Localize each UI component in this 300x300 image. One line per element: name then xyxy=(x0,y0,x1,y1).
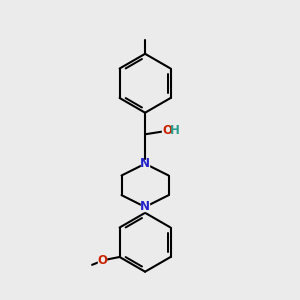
Text: N: N xyxy=(140,157,150,170)
Bar xyxy=(162,126,178,134)
Bar xyxy=(141,160,149,168)
Text: H: H xyxy=(169,124,179,137)
Text: O: O xyxy=(97,254,107,267)
Text: O: O xyxy=(163,124,173,137)
Bar xyxy=(98,257,106,265)
Text: N: N xyxy=(140,200,150,213)
Bar xyxy=(141,203,149,211)
